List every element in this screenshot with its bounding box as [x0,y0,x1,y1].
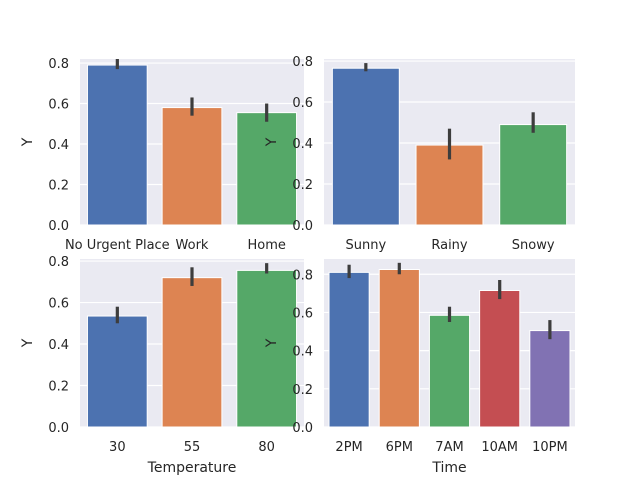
x-axis-label: Time [431,460,466,476]
chart-panel-2: 0.0 0.2 0.4 0.6 0.8 Sunny Rainy Snowy Y [264,55,575,253]
x-tick-label: 7AM [435,440,463,455]
x-tick-label: Work [176,238,209,253]
y-tick-label: 0.6 [48,297,69,312]
y-tick-label: 0.2 [48,380,69,395]
bar [428,314,471,428]
bar [161,107,223,226]
bar [529,330,571,428]
bar [161,277,223,428]
x-tick-label: Sunny [345,238,386,253]
y-tick-label: 0.8 [292,55,313,70]
y-tick-label: 0.6 [48,98,69,113]
x-tick-label: No Urgent Place [65,238,170,253]
y-tick-label: 0.6 [292,306,313,321]
bar [236,112,298,226]
bar [331,67,400,226]
x-tick-label: 55 [184,440,201,455]
y-tick-label: 0.4 [48,338,69,353]
y-tick-label: 0.8 [48,255,69,270]
y-axis-label: Y [264,338,280,348]
chart-panel-3: 0.0 0.2 0.4 0.6 0.8 30 55 80 Y Temperature [20,255,304,476]
x-axis-label: Temperature [147,460,237,476]
x-tick-label: 10AM [481,440,518,455]
y-tick-label: 0.0 [292,421,313,436]
y-tick-label: 0.0 [48,421,69,436]
x-tick-label: Home [247,238,285,253]
y-tick-label: 0.8 [292,268,313,283]
y-tick-label: 0.8 [48,57,69,72]
bar [236,269,298,428]
x-tick-label: 6PM [386,440,413,455]
x-tick-label: 80 [258,440,275,455]
x-tick-label: 30 [109,440,126,455]
x-tick-label: 2PM [335,440,362,455]
y-tick-label: 0.4 [48,138,69,153]
bar [479,290,521,428]
chart-panel-4: 0.0 0.2 0.4 0.6 0.8 2PM 6PM 7AM 10AM 10PM Y Time [264,259,575,476]
y-tick-label: 0.6 [292,96,313,111]
y-axis-label: Y [20,338,36,348]
bar [328,271,370,428]
y-axis-label: Y [20,137,36,147]
y-tick-label: 0.2 [292,178,313,193]
bar [86,64,148,226]
bar [86,315,148,428]
y-tick-label: 0.2 [48,179,69,194]
y-tick-label: 0.0 [292,219,313,234]
y-tick-label: 0.2 [292,383,313,398]
x-tick-label: Rainy [431,238,468,253]
bar [499,124,568,226]
y-axis-label: Y [264,137,280,147]
bar [378,269,420,428]
y-tick-label: 0.4 [292,345,313,360]
x-tick-label: Snowy [512,238,555,253]
chart-panel-1: 0.0 0.2 0.4 0.6 0.8 No Urgent Place Work Home Y [20,57,304,253]
y-tick-label: 0.4 [292,137,313,152]
y-tick-label: 0.0 [48,219,69,234]
x-tick-label: 10PM [532,440,568,455]
